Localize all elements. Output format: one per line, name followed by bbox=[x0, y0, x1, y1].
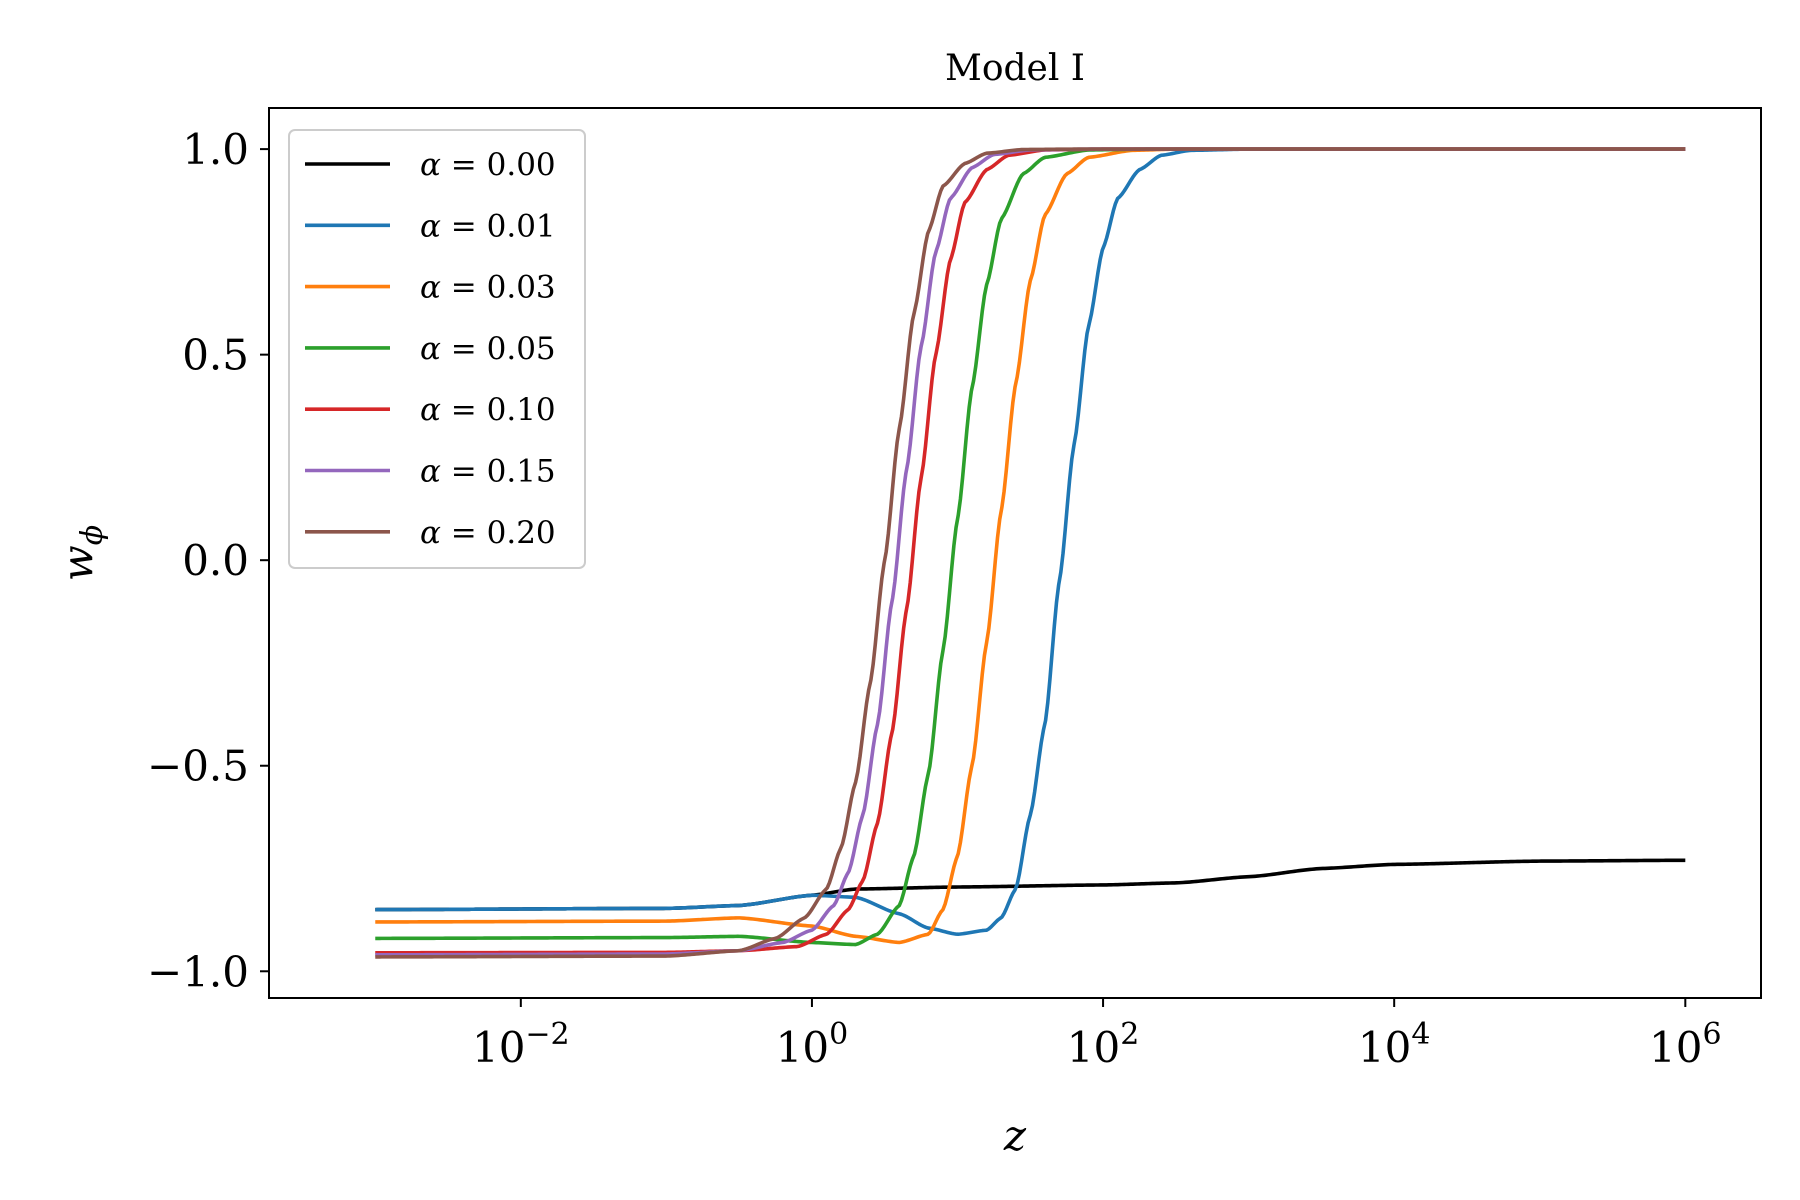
chart-title: Model I bbox=[945, 48, 1085, 89]
legend-box bbox=[288, 129, 586, 569]
legend-label: α = 0.01 bbox=[420, 208, 556, 244]
x-tick-label: 104 bbox=[1358, 1017, 1431, 1072]
legend-label: α = 0.03 bbox=[420, 270, 556, 306]
y-tick-label: −1.0 bbox=[147, 947, 249, 996]
series-line-alpha-0.20 bbox=[375, 147, 1686, 959]
y-tick-label: 1.0 bbox=[182, 125, 249, 174]
series-layer bbox=[375, 147, 1686, 959]
legend-label: α = 0.05 bbox=[420, 331, 556, 367]
legend: α = 0.00 α = 0.01 α = 0.03 α = 0.05 α = 0.10… bbox=[288, 129, 586, 569]
x-tick-label: 102 bbox=[1067, 1017, 1140, 1072]
x-tick-label: 100 bbox=[776, 1017, 849, 1072]
y-tick-label: −0.5 bbox=[147, 742, 249, 791]
x-axis-label: z bbox=[1003, 1111, 1027, 1160]
x-tick-label: 106 bbox=[1649, 1017, 1722, 1072]
y-tick-label: 0.5 bbox=[182, 331, 249, 380]
y-axis-label: wϕ bbox=[53, 525, 110, 581]
plot-frame bbox=[268, 107, 1762, 999]
legend-label: α = 0.10 bbox=[420, 392, 556, 428]
y-tick-label: 0.0 bbox=[182, 536, 249, 585]
legend-label: α = 0.00 bbox=[420, 147, 556, 183]
legend-label: α = 0.15 bbox=[420, 454, 556, 490]
legend-label: α = 0.20 bbox=[420, 515, 556, 551]
x-tick-label: 10−2 bbox=[472, 1017, 570, 1072]
ticks-layer: 10−2 100 102 104 106 1.0 0.5 0.0 −0.5 −1.0 bbox=[147, 125, 1722, 1072]
